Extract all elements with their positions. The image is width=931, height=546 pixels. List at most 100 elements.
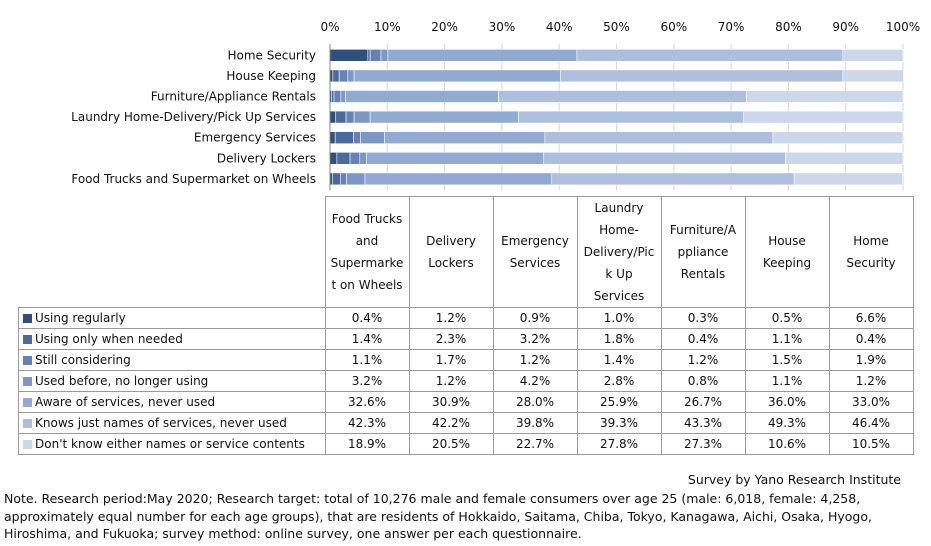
table-cell: 0.8%: [660, 370, 746, 392]
table-cell: 1.1%: [744, 370, 830, 392]
legend-swatch: [23, 440, 32, 449]
bar-segment: [793, 172, 903, 186]
bar-segment: [576, 48, 844, 62]
bar-segment: [359, 152, 367, 165]
table-cell: 3.2%: [492, 328, 578, 350]
column-header-line: Furniture/A: [669, 223, 737, 237]
column-header-line: t on Wheels: [331, 278, 403, 292]
category-label: Delivery Lockers: [217, 151, 316, 165]
bar-segment: [340, 172, 347, 186]
table-cell: 1.2%: [408, 307, 494, 329]
category-label: Laundry Home-Delivery/Pick Up Services: [71, 110, 316, 124]
bar-segment: [842, 48, 904, 62]
note-text: Note. Research period:May 2020; Research…: [4, 491, 872, 541]
data-table: Food Trucks and Supermarke t on Wheels Deliv…: [18, 196, 914, 455]
table-column-header: Emergency Services: [492, 196, 578, 308]
bar-segment: [329, 48, 369, 62]
legend-entry: Used before, no longer using: [18, 370, 326, 392]
bar-segment: [334, 131, 354, 144]
table-cell: 0.9%: [492, 307, 578, 329]
column-header-line: Emergency: [501, 234, 569, 248]
bar-segment: [338, 69, 349, 83]
table-cell: 22.7%: [492, 433, 578, 455]
bar-segment: [345, 110, 355, 124]
legend-entry: Knows just names of services, never used: [18, 412, 326, 434]
table-cell: 1.0%: [576, 307, 662, 329]
x-tick-label: 20%: [431, 20, 458, 34]
bar-segment: [340, 90, 346, 103]
bar-segment: [366, 152, 545, 165]
bar-segment: [387, 48, 578, 62]
table-cell: 4.2%: [492, 370, 578, 392]
table-cell: 28.0%: [492, 391, 578, 413]
legend-label: Don't know either names or service conte…: [35, 437, 305, 451]
source-text: Survey by Yano Research Institute: [687, 472, 901, 487]
table-cell: 26.7%: [660, 391, 746, 413]
table-cell: 0.3%: [660, 307, 746, 329]
legend-label: Using only when needed: [35, 332, 183, 346]
bar-segment: [367, 48, 371, 62]
table-cell: 6.6%: [828, 307, 914, 329]
bar-segment: [842, 69, 904, 83]
table-column-header: Furniture/A ppliance Rentals: [660, 196, 746, 308]
bar-segment: [329, 131, 336, 144]
bar-segment: [331, 90, 335, 103]
table-column-header: Food Trucks and Supermarke t on Wheels: [324, 196, 410, 308]
legend-swatch: [23, 356, 32, 365]
bar-segment: [785, 152, 904, 165]
table-cell: 0.4%: [324, 307, 410, 329]
table-cell: 18.9%: [324, 433, 410, 455]
table-cell: 42.3%: [324, 412, 410, 434]
column-header-line: House: [768, 234, 806, 248]
table-cell: 0.4%: [660, 328, 746, 350]
legend-swatch: [23, 377, 32, 386]
table-cell: 39.3%: [576, 412, 662, 434]
bar-segment: [333, 90, 342, 103]
bar-segment: [380, 48, 389, 62]
category-label: Emergency Services: [194, 131, 316, 145]
table-cell: 42.2%: [408, 412, 494, 434]
column-header-line: Lockers: [428, 256, 474, 270]
legend-label: Knows just names of services, never used: [35, 416, 287, 430]
table-cell: 1.1%: [744, 328, 830, 350]
bar-segment: [335, 110, 347, 124]
legend-swatch: [23, 335, 32, 344]
legend-swatch: [23, 314, 32, 323]
table-cell: 3.2%: [324, 370, 410, 392]
legend-entry: Don't know either names or service conte…: [18, 433, 326, 455]
table-cell: 1.2%: [492, 349, 578, 371]
table-cell: 1.4%: [324, 328, 410, 350]
bar-segment: [544, 131, 774, 144]
x-tick-label: 10%: [374, 20, 401, 34]
stacked-bar-chart: 0% 10% 20% 30% 40% 50% 60% 70% 80% 90% 100% Home Se…: [71, 20, 920, 191]
table-row: Using only when needed 1.4% 2.3% 3.2% 1.8% 0.…: [18, 328, 914, 350]
legend-entry: Still considering: [18, 349, 326, 371]
table-cell: 49.3%: [744, 412, 830, 434]
legend-label: Still considering: [35, 353, 131, 367]
bar-segment: [743, 110, 904, 124]
table-cell: 1.1%: [324, 349, 410, 371]
bar-segment: [353, 69, 561, 83]
table-cell: 0.4%: [828, 328, 914, 350]
table-cell: 27.8%: [576, 433, 662, 455]
table-row: Knows just names of services, never used…: [18, 412, 914, 434]
table-cell: 33.0%: [828, 391, 914, 413]
table-column-header: House Keeping: [744, 196, 830, 308]
table-row: Aware of services, never used 32.6% 30.9% 2…: [18, 391, 914, 413]
table-cell: 0.5%: [744, 307, 830, 329]
table-cell: 32.6%: [324, 391, 410, 413]
column-header-line: Services: [509, 256, 561, 270]
legend-label: Used before, no longer using: [35, 374, 209, 388]
column-header-line: Supermarke: [330, 256, 404, 270]
column-header-line: Keeping: [762, 256, 812, 270]
bar-segment: [746, 90, 904, 103]
bar-segment: [347, 69, 355, 83]
table-corner: [18, 196, 326, 308]
table-body: Using regularly 0.4% 1.2% 0.9% 1.0% 0.3% 0.5% 6…: [18, 307, 914, 455]
bar-segment: [332, 69, 340, 83]
table-cell: 10.5%: [828, 433, 914, 455]
x-tick-label: 90%: [832, 20, 859, 34]
legend-label: Aware of services, never used: [35, 395, 216, 409]
column-header-line: Security: [846, 256, 896, 270]
bar-segment: [772, 131, 904, 144]
